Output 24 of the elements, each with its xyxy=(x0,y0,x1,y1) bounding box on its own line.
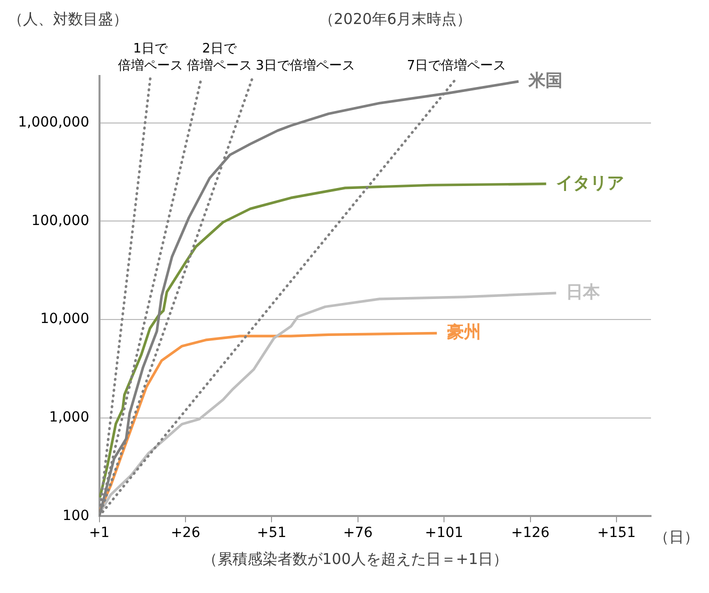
y-tick-label: 100,000 xyxy=(31,212,90,229)
x-tick-label: +101 xyxy=(424,525,464,542)
series-label: 7日で倍増ペース xyxy=(406,57,506,74)
x-tick-label: +151 xyxy=(597,525,636,542)
y-tick-label: 1,000 xyxy=(49,410,90,426)
series-label: 米国 xyxy=(528,70,563,91)
y-tick-label: 10,000 xyxy=(40,311,90,328)
x-tick-label: +51 xyxy=(256,525,286,542)
y-tick-label: 100 xyxy=(62,508,90,524)
x-axis-title: （累積感染者数が100人を超えた日＝+1日） xyxy=(202,550,508,568)
x-tick-label: +126 xyxy=(511,525,550,542)
x-tick-label: +76 xyxy=(343,525,373,542)
series-label: 1日で倍増ペース xyxy=(118,41,183,74)
series-label: 豪州 xyxy=(446,322,481,343)
series-label: 日本 xyxy=(566,282,602,302)
chart-title: （人、対数目盛） xyxy=(8,10,128,28)
series-label: イタリア xyxy=(556,173,624,194)
series-label: 2日で倍増ペース xyxy=(186,41,252,74)
text: （日） xyxy=(654,528,699,546)
x-tick-label: +26 xyxy=(170,525,200,542)
chart-subtitle: （2020年6月末時点） xyxy=(318,10,472,28)
x-tick-label: +1 xyxy=(88,525,110,542)
series-label: 3日で倍増ペース xyxy=(256,57,356,74)
y-tick-label: 1,000,000 xyxy=(18,114,90,131)
